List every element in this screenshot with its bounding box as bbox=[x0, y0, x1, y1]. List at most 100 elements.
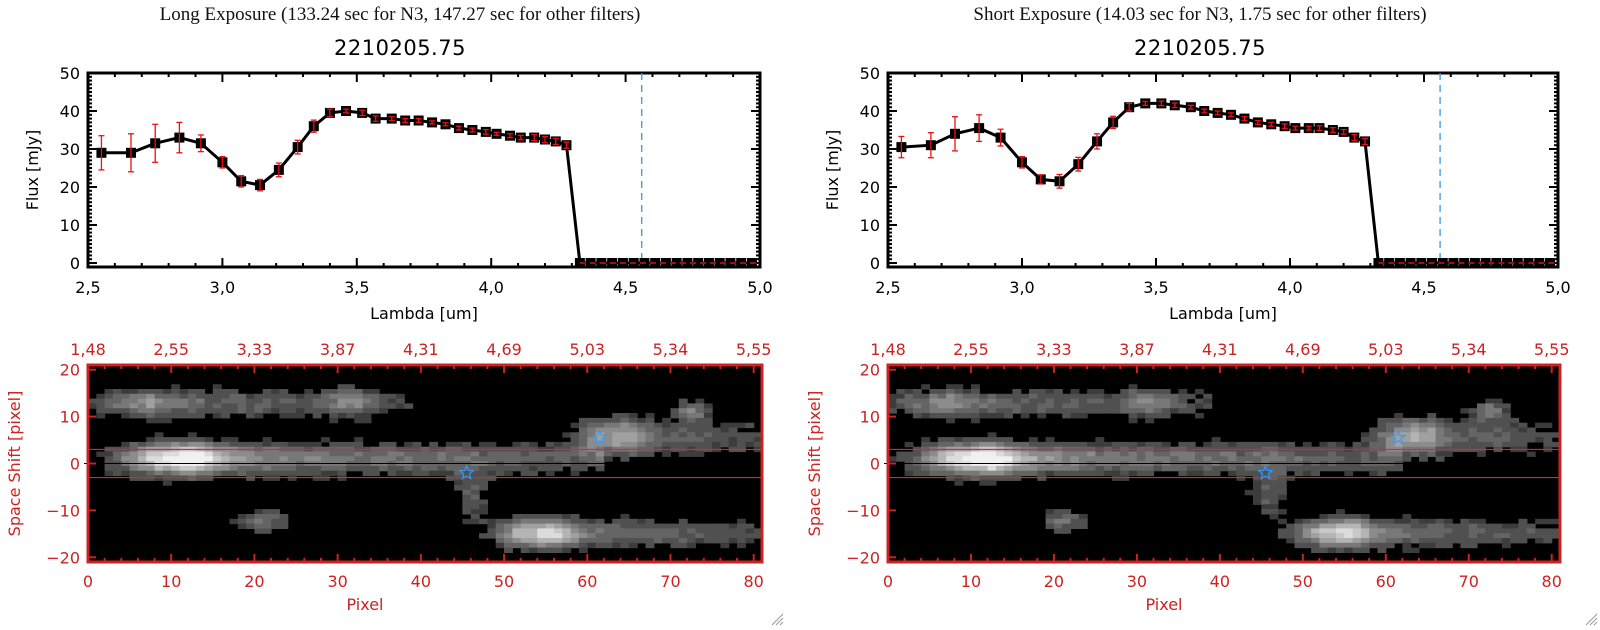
image-pixel bbox=[678, 538, 688, 544]
image-pixel bbox=[1211, 451, 1221, 457]
image-pixel bbox=[354, 389, 364, 395]
image-pixel bbox=[946, 398, 955, 404]
image-pixel bbox=[937, 389, 947, 395]
image-pixel bbox=[1319, 465, 1329, 472]
image-pixel bbox=[1070, 441, 1080, 448]
image-pixel bbox=[387, 470, 397, 477]
image-pixel bbox=[753, 528, 763, 534]
image-pixel bbox=[637, 518, 647, 525]
image-pixel bbox=[1501, 422, 1511, 429]
image-pixel bbox=[1452, 528, 1461, 534]
image-pixel bbox=[204, 393, 214, 400]
image-pixel bbox=[370, 389, 380, 395]
image-pixel bbox=[321, 451, 330, 457]
image-pixel bbox=[1211, 441, 1221, 448]
image-pixel bbox=[296, 470, 305, 477]
image-pixel bbox=[1535, 533, 1544, 539]
image-pixel bbox=[229, 389, 239, 395]
image-pixel bbox=[187, 393, 197, 400]
image-pixel bbox=[1468, 427, 1478, 433]
image-pixel bbox=[1369, 441, 1379, 448]
image-pixel bbox=[262, 393, 272, 400]
image-pixel bbox=[1385, 518, 1395, 525]
image-pixel bbox=[1394, 451, 1403, 457]
image-pixel bbox=[1012, 451, 1022, 457]
image-pixel bbox=[221, 413, 230, 419]
image-pixel bbox=[404, 470, 414, 477]
image-pixel bbox=[271, 509, 280, 515]
image-pixel bbox=[1543, 518, 1553, 525]
image-pixel bbox=[1053, 514, 1063, 520]
image-pixel bbox=[979, 408, 989, 414]
image-pixel bbox=[628, 538, 638, 544]
flux-point bbox=[714, 258, 725, 268]
image-pixel bbox=[929, 389, 939, 395]
image-pixel bbox=[304, 470, 314, 477]
image-pixel bbox=[971, 437, 980, 443]
image-pixel bbox=[121, 441, 131, 448]
image-pixel bbox=[337, 451, 347, 457]
image-pixel bbox=[179, 475, 189, 481]
image-pixel bbox=[212, 465, 222, 472]
image-pixel bbox=[987, 465, 997, 472]
image-pixel bbox=[1460, 441, 1470, 448]
resize-grip-icon[interactable] bbox=[770, 612, 784, 626]
image-pixel bbox=[1244, 470, 1254, 477]
image-pixel bbox=[312, 475, 322, 481]
image-pixel bbox=[1277, 441, 1287, 448]
image-pixel bbox=[1070, 393, 1080, 400]
image-pixel bbox=[162, 403, 172, 409]
image-pixel bbox=[653, 523, 663, 529]
image-pixel bbox=[1244, 489, 1254, 496]
image-pixel bbox=[479, 499, 488, 505]
image-pixel bbox=[204, 403, 214, 409]
image-pixel bbox=[1236, 470, 1246, 477]
image-pixel bbox=[1385, 451, 1395, 457]
image-pixel bbox=[1501, 441, 1511, 448]
image-pixel bbox=[1435, 538, 1445, 544]
image-pixel bbox=[1427, 417, 1437, 424]
image-pixel bbox=[1203, 441, 1213, 448]
image-pixel bbox=[254, 456, 264, 462]
image-pixel bbox=[921, 441, 931, 448]
image-pixel bbox=[962, 393, 972, 400]
image-pixel bbox=[1112, 451, 1121, 457]
image-pixel bbox=[912, 465, 922, 472]
image-pixel bbox=[1012, 393, 1022, 400]
image-pixel bbox=[1070, 456, 1080, 462]
image-pixel bbox=[104, 408, 114, 414]
image-pixel bbox=[620, 523, 630, 529]
image-x-tick-label: 0 bbox=[883, 572, 893, 591]
image-pixel bbox=[537, 456, 547, 462]
image-pixel bbox=[1360, 437, 1370, 443]
image-pixel bbox=[470, 451, 480, 457]
image-pixel bbox=[1145, 451, 1155, 457]
image-pixel bbox=[545, 523, 555, 529]
image-pixel bbox=[1352, 518, 1362, 525]
image-pixel bbox=[1394, 417, 1403, 424]
image-pixel bbox=[1443, 437, 1453, 443]
image-pixel bbox=[179, 393, 189, 400]
image-pixel bbox=[1460, 533, 1470, 539]
image-pixel bbox=[329, 408, 339, 414]
image-pixel bbox=[246, 470, 255, 477]
image-pixel bbox=[888, 398, 897, 404]
image-pixel bbox=[171, 389, 181, 395]
image-pixel bbox=[1269, 494, 1279, 501]
image-pixel bbox=[1103, 408, 1113, 414]
image-pixel bbox=[1087, 451, 1096, 457]
spatial-image: 0 10 20 30 40 50 60 70 801,48 2,55 3,33 3,87 4,31 4,6… bbox=[805, 340, 1570, 614]
image-pixel bbox=[728, 427, 738, 433]
image-pixel bbox=[404, 465, 414, 472]
image-pixel bbox=[1078, 393, 1088, 400]
image-pixel bbox=[420, 470, 430, 477]
resize-grip-icon[interactable] bbox=[1584, 612, 1598, 626]
image-pixel bbox=[720, 441, 730, 448]
star-marker-icon bbox=[591, 429, 609, 445]
image-pixel bbox=[1078, 514, 1088, 520]
image-pixel bbox=[1045, 518, 1055, 525]
image-pixel bbox=[1120, 451, 1130, 457]
image-pixel bbox=[254, 451, 264, 457]
image-pixel bbox=[1402, 514, 1412, 520]
